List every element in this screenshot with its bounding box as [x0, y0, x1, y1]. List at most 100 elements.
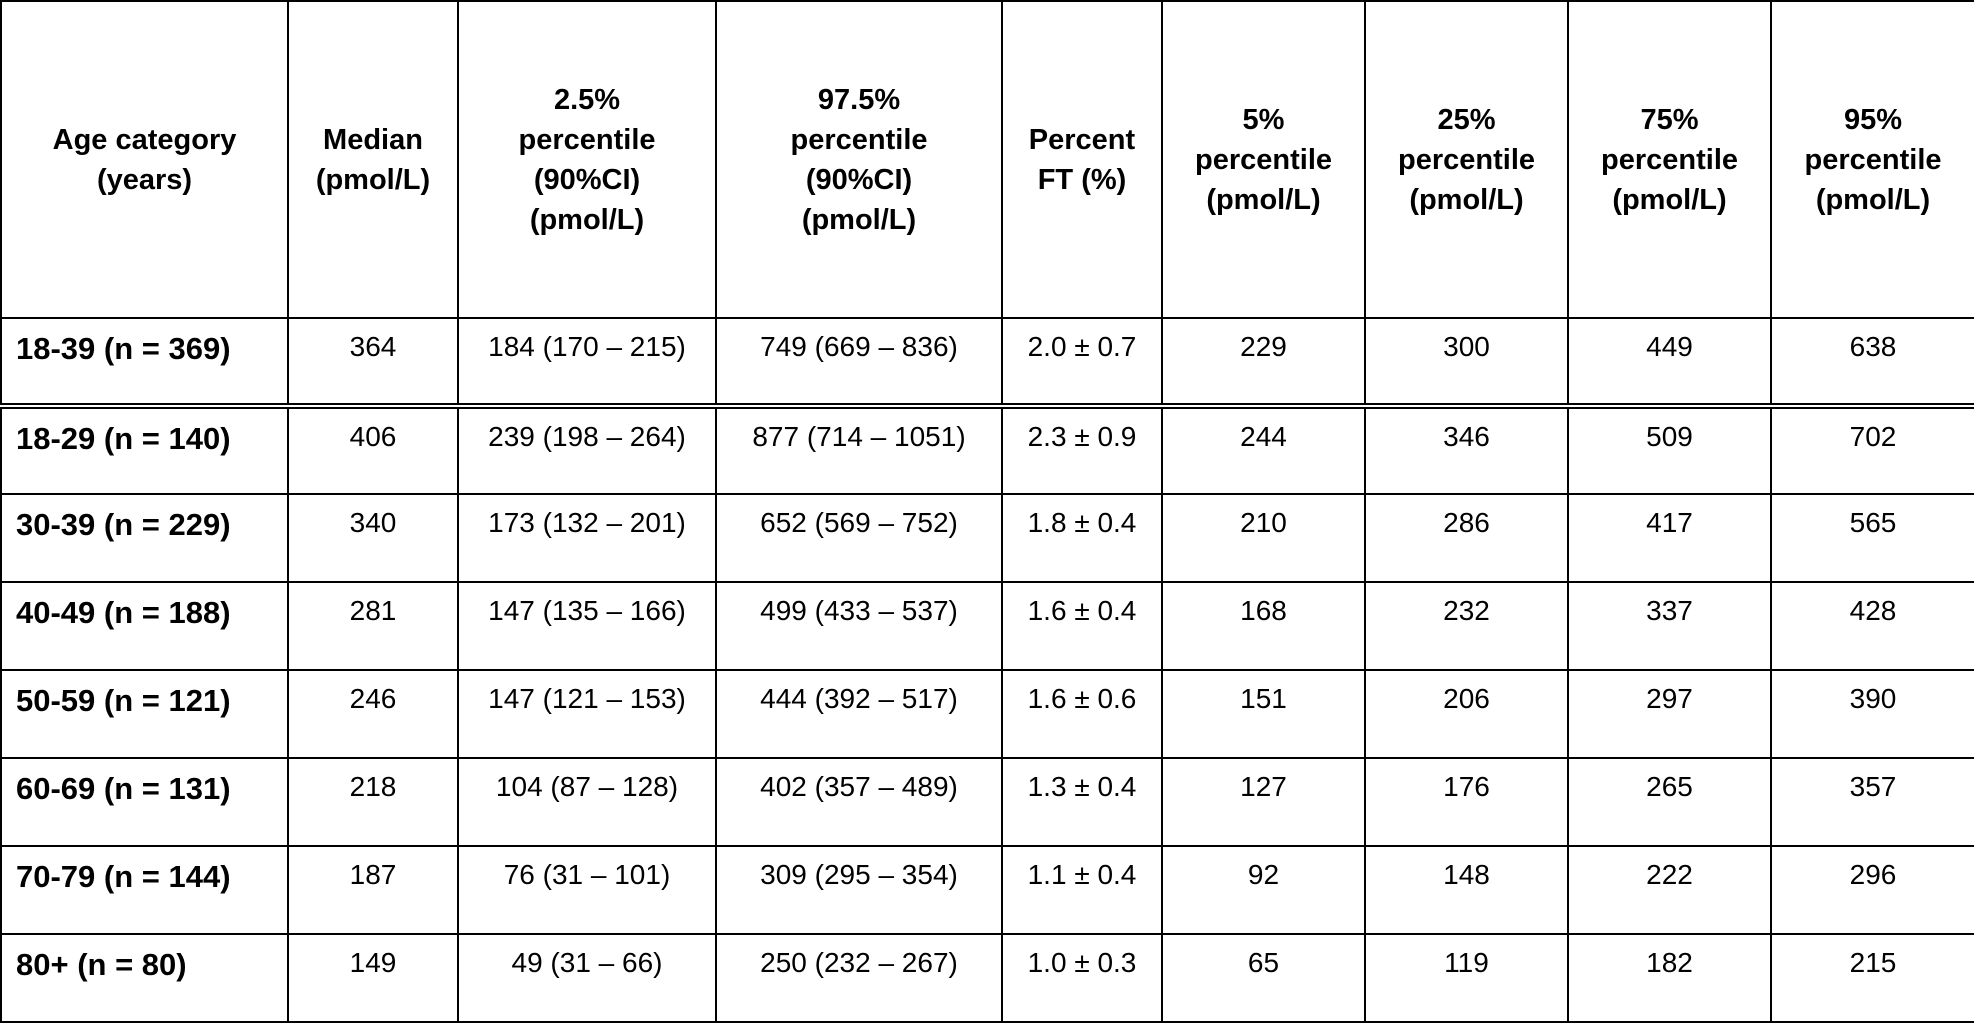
header-text: percentile	[1195, 143, 1332, 176]
table-cell: 1.8 ± 0.4	[1001, 493, 1163, 583]
header-text: Median	[323, 123, 423, 156]
row-label: 30-39 (n = 229)	[0, 493, 289, 583]
row-label: 18-39 (n = 369)	[0, 317, 289, 409]
header-cell: Percent FT (%)	[1001, 0, 1163, 319]
table-cell: 119	[1364, 933, 1569, 1023]
table-cell: 1.3 ± 0.4	[1001, 757, 1163, 847]
header-text: percentile	[1601, 143, 1738, 176]
header-cell: 25% percentile (pmol/L)	[1364, 0, 1569, 319]
table-cell: 340	[287, 493, 459, 583]
table-row: 50-59 (n = 121) 246 147 (121 – 153) 444 (39…	[0, 669, 1974, 759]
table-cell: 168	[1161, 581, 1366, 671]
header-text: percentile	[1398, 143, 1535, 176]
table-cell: 215	[1770, 933, 1974, 1023]
table-cell: 357	[1770, 757, 1974, 847]
header-text: (pmol/L)	[529, 203, 645, 236]
header-row: Age category (years) Median (pmol/L) 2.5% per…	[0, 0, 1974, 319]
header-text: (pmol/L)	[1206, 183, 1321, 216]
table-cell: 509	[1567, 405, 1772, 495]
table-cell: 702	[1770, 405, 1974, 495]
header-text: (years)	[96, 163, 193, 196]
table-body: 18-39 (n = 369) 364 184 (170 – 215) 749 (66…	[0, 317, 1974, 1023]
table-cell: 210	[1161, 493, 1366, 583]
table-row: 30-39 (n = 229) 340 173 (132 – 201) 652 (56…	[0, 493, 1974, 583]
table-cell: 337	[1567, 581, 1772, 671]
header-cell: Median (pmol/L)	[287, 0, 459, 319]
table-cell: 265	[1567, 757, 1772, 847]
table-row: 40-49 (n = 188) 281 147 (135 – 166) 499 (43…	[0, 581, 1974, 671]
table-cell: 218	[287, 757, 459, 847]
table-cell: 877 (714 – 1051)	[715, 405, 1003, 495]
table-cell: 406	[287, 405, 459, 495]
table-row: 70-79 (n = 144) 187 76 (31 – 101) 309 (295 …	[0, 845, 1974, 935]
row-label: 50-59 (n = 121)	[0, 669, 289, 759]
table-cell: 222	[1567, 845, 1772, 935]
header-text: 75%	[1640, 103, 1699, 136]
table-cell: 176	[1364, 757, 1569, 847]
header-cell: 95% percentile (pmol/L)	[1770, 0, 1974, 319]
table-cell: 2.0 ± 0.7	[1001, 317, 1163, 409]
header-cell: 5% percentile (pmol/L)	[1161, 0, 1366, 319]
table-cell: 76 (31 – 101)	[457, 845, 717, 935]
table-row: 18-29 (n = 140) 406 239 (198 – 264) 877 (71…	[0, 405, 1974, 495]
table-cell: 638	[1770, 317, 1974, 409]
header-text: 2.5%	[553, 83, 621, 116]
header-text: (pmol/L)	[1409, 183, 1524, 216]
table-cell: 652 (569 – 752)	[715, 493, 1003, 583]
table-cell: 281	[287, 581, 459, 671]
table-cell: 286	[1364, 493, 1569, 583]
table-cell: 92	[1161, 845, 1366, 935]
table-cell: 232	[1364, 581, 1569, 671]
table-cell: 229	[1161, 317, 1366, 409]
table-cell: 297	[1567, 669, 1772, 759]
table-cell: 65	[1161, 933, 1366, 1023]
table-cell: 250 (232 – 267)	[715, 933, 1003, 1023]
header-cell: Age category (years)	[0, 0, 289, 319]
table-cell: 309 (295 – 354)	[715, 845, 1003, 935]
table-cell: 346	[1364, 405, 1569, 495]
table-cell: 1.6 ± 0.4	[1001, 581, 1163, 671]
row-label: 80+ (n = 80)	[0, 933, 289, 1023]
table-cell: 147 (135 – 166)	[457, 581, 717, 671]
table-cell: 244	[1161, 405, 1366, 495]
header-cell: 2.5% percentile (90%CI) (pmol/L)	[457, 0, 717, 319]
table-row: 60-69 (n = 131) 218 104 (87 – 128) 402 (357…	[0, 757, 1974, 847]
header-text: percentile	[1804, 143, 1942, 176]
row-label: 40-49 (n = 188)	[0, 581, 289, 671]
table-cell: 1.0 ± 0.3	[1001, 933, 1163, 1023]
header-text: (pmol/L)	[1815, 183, 1931, 216]
table-cell: 104 (87 – 128)	[457, 757, 717, 847]
table-cell: 449	[1567, 317, 1772, 409]
table-cell: 182	[1567, 933, 1772, 1023]
row-label: 70-79 (n = 144)	[0, 845, 289, 935]
header-cell: 97.5% percentile (90%CI) (pmol/L)	[715, 0, 1003, 319]
table-cell: 246	[287, 669, 459, 759]
table-cell: 390	[1770, 669, 1974, 759]
header-text: percentile	[790, 123, 928, 156]
header-text: 97.5%	[817, 83, 901, 116]
header-text: (pmol/L)	[801, 203, 917, 236]
table-cell: 300	[1364, 317, 1569, 409]
table-cell: 565	[1770, 493, 1974, 583]
table-cell: 187	[287, 845, 459, 935]
table-cell: 296	[1770, 845, 1974, 935]
table-cell: 444 (392 – 517)	[715, 669, 1003, 759]
header-text: FT (%)	[1037, 163, 1127, 196]
table-cell: 749 (669 – 836)	[715, 317, 1003, 409]
table-cell: 206	[1364, 669, 1569, 759]
table-row: 80+ (n = 80) 149 49 (31 – 66) 250 (232 – 26…	[0, 933, 1974, 1023]
table-cell: 1.6 ± 0.6	[1001, 669, 1163, 759]
table-cell: 148	[1364, 845, 1569, 935]
header-text: Age category	[52, 123, 237, 156]
row-label: 18-29 (n = 140)	[0, 405, 289, 495]
row-label: 60-69 (n = 131)	[0, 757, 289, 847]
table-cell: 2.3 ± 0.9	[1001, 405, 1163, 495]
header-text: (90%CI)	[533, 163, 641, 196]
header-text: 95%	[1843, 103, 1903, 136]
table-cell: 184 (170 – 215)	[457, 317, 717, 409]
header-text: (pmol/L)	[1612, 183, 1727, 216]
table-cell: 147 (121 – 153)	[457, 669, 717, 759]
header-text: (pmol/L)	[315, 163, 431, 196]
table-cell: 239 (198 – 264)	[457, 405, 717, 495]
